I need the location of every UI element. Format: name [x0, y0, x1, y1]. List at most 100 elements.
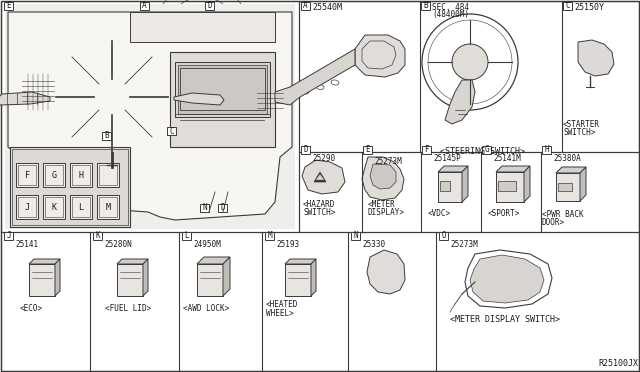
Text: <FUEL LID>: <FUEL LID> [105, 304, 151, 313]
Polygon shape [556, 167, 586, 173]
Circle shape [135, 108, 149, 122]
Text: 25540M: 25540M [312, 3, 342, 12]
Bar [482, 146, 491, 154]
Text: 24950M: 24950M [193, 240, 221, 249]
Text: E: E [6, 1, 11, 10]
Bar [140, 2, 149, 10]
Circle shape [374, 262, 402, 290]
Text: M: M [267, 231, 272, 241]
Text: 25141M: 25141M [493, 154, 521, 163]
Polygon shape [285, 264, 311, 296]
Bar [45, 197, 63, 217]
Bar [97, 163, 119, 187]
Text: G: G [484, 145, 489, 154]
Polygon shape [470, 255, 544, 303]
Polygon shape [0, 92, 50, 105]
Text: 25273M: 25273M [374, 157, 402, 166]
Circle shape [279, 94, 285, 100]
Polygon shape [362, 157, 404, 200]
Bar [5, 4, 295, 229]
Polygon shape [302, 160, 345, 194]
Bar [421, 2, 430, 10]
Text: M: M [106, 202, 111, 212]
Text: DISPLAY>: DISPLAY> [368, 208, 405, 217]
Circle shape [379, 267, 397, 285]
Bar [299, 1, 639, 152]
Circle shape [75, 73, 89, 87]
Polygon shape [29, 259, 60, 264]
Text: WHEEL>: WHEEL> [266, 309, 294, 318]
Text: 25150Y: 25150Y [574, 3, 604, 12]
Circle shape [218, 120, 226, 128]
Bar [16, 163, 38, 187]
Bar [97, 195, 119, 219]
Bar [363, 146, 372, 154]
Polygon shape [311, 259, 316, 296]
Text: 25193: 25193 [276, 240, 299, 249]
Bar [1, 232, 639, 371]
Bar [43, 163, 65, 187]
Text: 25273M: 25273M [450, 240, 477, 249]
Bar [205, 2, 214, 10]
Text: SWITCH>: SWITCH> [563, 128, 595, 137]
Bar [130, 12, 275, 42]
Polygon shape [462, 166, 468, 202]
Text: D: D [303, 145, 308, 154]
Circle shape [75, 108, 89, 122]
Polygon shape [524, 166, 530, 202]
Text: 25290: 25290 [312, 154, 335, 163]
Text: <HAZARD: <HAZARD [303, 200, 335, 209]
Bar [43, 195, 65, 219]
Bar [542, 146, 551, 154]
Text: O: O [441, 231, 446, 241]
Text: <AWD LOCK>: <AWD LOCK> [183, 304, 229, 313]
Text: J: J [6, 231, 11, 241]
Bar [301, 146, 310, 154]
Bar [182, 232, 191, 240]
Polygon shape [55, 259, 60, 296]
Text: (48400M): (48400M) [432, 10, 469, 19]
Bar [70, 163, 92, 187]
Bar [558, 183, 572, 191]
Text: 25141: 25141 [15, 240, 38, 249]
Polygon shape [197, 264, 223, 296]
Text: B: B [423, 1, 428, 10]
Bar [99, 165, 117, 185]
Circle shape [371, 172, 379, 180]
Bar [72, 165, 90, 185]
Bar [175, 62, 270, 117]
Text: L: L [79, 202, 83, 212]
Text: A: A [303, 1, 308, 10]
Bar [439, 232, 448, 240]
Bar [99, 197, 117, 217]
Bar [70, 195, 92, 219]
Polygon shape [496, 172, 524, 202]
Polygon shape [143, 259, 148, 296]
Bar [218, 204, 227, 212]
Text: A: A [142, 1, 147, 10]
Text: F: F [424, 145, 429, 154]
Polygon shape [580, 167, 586, 201]
Circle shape [588, 53, 602, 67]
Bar [12, 149, 128, 225]
Bar [563, 2, 572, 10]
Bar [167, 127, 176, 135]
Bar [102, 132, 111, 140]
Bar [440, 181, 450, 191]
Text: <METER DISPLAY SWITCH>: <METER DISPLAY SWITCH> [450, 315, 560, 324]
Bar [200, 204, 209, 212]
Circle shape [254, 86, 286, 118]
Bar [299, 152, 639, 232]
Text: H: H [79, 170, 83, 180]
Text: <STARTER: <STARTER [563, 120, 600, 129]
Polygon shape [496, 166, 530, 172]
Polygon shape [174, 93, 224, 105]
Text: 25380A: 25380A [553, 154, 580, 163]
Text: <SPORT>: <SPORT> [488, 209, 520, 218]
Polygon shape [578, 40, 614, 76]
Text: D: D [220, 203, 225, 212]
Polygon shape [8, 12, 292, 220]
Polygon shape [29, 264, 55, 296]
Bar [16, 195, 38, 219]
Bar [1, 1, 299, 232]
